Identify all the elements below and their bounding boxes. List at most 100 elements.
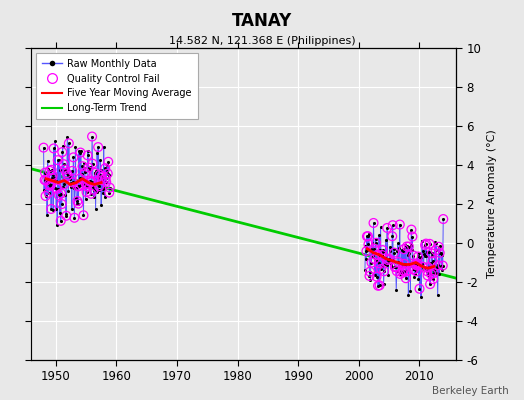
Point xyxy=(374,260,383,266)
Point xyxy=(367,260,376,266)
Point xyxy=(419,264,428,271)
Point xyxy=(436,250,445,256)
Point xyxy=(105,190,113,196)
Point xyxy=(364,233,372,240)
Point xyxy=(103,168,112,174)
Point xyxy=(41,193,50,199)
Point xyxy=(71,144,80,151)
Legend: Raw Monthly Data, Quality Control Fail, Five Year Moving Average, Long-Term Tren: Raw Monthly Data, Quality Control Fail, … xyxy=(36,53,198,119)
Point xyxy=(54,186,62,192)
Point xyxy=(435,250,444,256)
Point xyxy=(396,221,404,228)
Point xyxy=(62,212,71,219)
Point xyxy=(425,241,434,247)
Point xyxy=(48,166,56,173)
Point xyxy=(423,268,431,274)
Point xyxy=(88,178,96,185)
Point xyxy=(381,236,390,243)
Point xyxy=(424,264,432,270)
Point xyxy=(402,268,410,274)
Point xyxy=(60,161,68,168)
Point xyxy=(368,240,376,247)
Point xyxy=(66,176,74,182)
Point xyxy=(83,183,91,190)
Point xyxy=(42,177,50,184)
Point xyxy=(363,233,371,240)
Point xyxy=(391,263,400,270)
Point xyxy=(40,177,49,183)
Point xyxy=(429,276,438,282)
Point xyxy=(402,268,410,274)
Point xyxy=(388,222,397,228)
Point xyxy=(416,286,424,292)
Point xyxy=(402,243,411,250)
Point xyxy=(394,240,402,246)
Point xyxy=(377,266,385,272)
Point xyxy=(405,244,413,250)
Point xyxy=(427,260,435,266)
Point xyxy=(390,264,399,270)
Point xyxy=(95,172,104,178)
Y-axis label: Temperature Anomaly (°C): Temperature Anomaly (°C) xyxy=(487,130,497,278)
Point xyxy=(102,179,111,185)
Point xyxy=(364,241,373,248)
Point xyxy=(71,179,79,186)
Point xyxy=(388,233,396,240)
Point xyxy=(86,179,95,185)
Point xyxy=(421,242,429,248)
Point xyxy=(68,168,77,174)
Point xyxy=(370,256,379,262)
Point xyxy=(410,274,419,280)
Point xyxy=(374,252,382,258)
Point xyxy=(394,259,402,265)
Point xyxy=(431,247,440,254)
Point xyxy=(92,168,100,174)
Point xyxy=(373,274,381,280)
Point xyxy=(372,240,380,246)
Point xyxy=(375,282,384,288)
Point xyxy=(400,246,408,252)
Point xyxy=(408,247,416,254)
Point xyxy=(365,273,374,279)
Point xyxy=(82,181,90,188)
Point xyxy=(74,183,82,190)
Point xyxy=(72,195,81,201)
Point xyxy=(95,183,103,190)
Point xyxy=(374,282,382,289)
Point xyxy=(417,254,425,260)
Point xyxy=(362,256,370,262)
Point xyxy=(411,261,419,268)
Point xyxy=(93,174,102,181)
Point xyxy=(46,168,54,174)
Point xyxy=(383,225,391,231)
Point xyxy=(370,245,378,252)
Point xyxy=(68,205,76,212)
Point xyxy=(88,133,96,140)
Point xyxy=(102,179,111,185)
Point xyxy=(45,190,53,196)
Point xyxy=(91,170,99,176)
Point xyxy=(401,242,410,248)
Point xyxy=(77,182,85,188)
Point xyxy=(417,261,425,268)
Point xyxy=(405,244,413,250)
Point xyxy=(425,270,433,276)
Point xyxy=(412,268,421,274)
Point xyxy=(94,186,103,193)
Point xyxy=(86,178,94,184)
Point xyxy=(89,160,97,167)
Point xyxy=(91,170,99,176)
Point xyxy=(53,157,62,163)
Point xyxy=(59,143,67,149)
Point xyxy=(79,212,88,218)
Point xyxy=(49,145,58,152)
Point xyxy=(85,164,94,171)
Point xyxy=(63,172,72,178)
Point xyxy=(369,253,377,260)
Point xyxy=(61,166,69,173)
Point xyxy=(414,253,422,260)
Point xyxy=(42,178,51,184)
Point xyxy=(427,271,435,277)
Point xyxy=(88,178,96,185)
Point xyxy=(378,247,387,253)
